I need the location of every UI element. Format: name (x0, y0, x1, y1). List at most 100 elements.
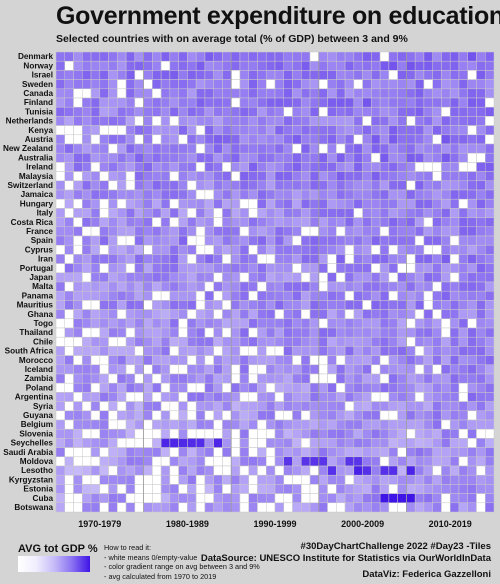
heatmap-cell (222, 466, 231, 475)
heatmap-cell (468, 199, 477, 208)
heatmap-cell (284, 264, 293, 273)
heatmap-cell (468, 273, 477, 282)
heatmap-cell (257, 245, 266, 254)
heatmap-cell (363, 503, 372, 512)
heatmap-cell (354, 273, 363, 282)
heatmap-cell (126, 383, 135, 392)
heatmap-cell (310, 236, 319, 245)
heatmap-cell (459, 172, 468, 181)
heatmap-cell (406, 383, 415, 392)
heatmap-cell (284, 448, 293, 457)
heatmap-cell (336, 438, 345, 447)
heatmap-cell (459, 144, 468, 153)
heatmap-cell (82, 52, 91, 61)
heatmap-cell (179, 162, 188, 171)
heatmap-cell (275, 264, 284, 273)
heatmap-cell (476, 116, 485, 125)
heatmap-cell (310, 98, 319, 107)
heatmap-cell (433, 218, 442, 227)
heatmap-cell (468, 89, 477, 98)
heatmap-cell (144, 273, 153, 282)
heatmap-cell (196, 420, 205, 429)
heatmap-cell (485, 392, 494, 401)
heatmap-cell (109, 227, 118, 236)
heatmap-cell (109, 61, 118, 70)
heatmap-cell (398, 181, 407, 190)
heatmap-cell (144, 365, 153, 374)
heatmap-cell (152, 116, 161, 125)
heatmap-cell (205, 107, 214, 116)
heatmap-cell (424, 466, 433, 475)
heatmap-cell (214, 52, 223, 61)
heatmap-cell (135, 411, 144, 420)
heatmap-cell (319, 181, 328, 190)
heatmap-cell (74, 438, 83, 447)
heatmap-cell (249, 337, 258, 346)
heatmap-cell (389, 236, 398, 245)
heatmap-cell (406, 503, 415, 512)
heatmap-cell (293, 503, 302, 512)
heatmap-cell (91, 438, 100, 447)
heatmap-cell (310, 181, 319, 190)
heatmap-cell (380, 218, 389, 227)
heatmap-cell (398, 61, 407, 70)
heatmap-cell (249, 107, 258, 116)
heatmap-cell (249, 218, 258, 227)
heatmap-cell (310, 328, 319, 337)
heatmap-cell (179, 383, 188, 392)
heatmap-cell (109, 107, 118, 116)
heatmap-cell (196, 80, 205, 89)
heatmap-cell (257, 190, 266, 199)
heatmap-cell (424, 245, 433, 254)
heatmap-cell (319, 494, 328, 503)
heatmap-cell (441, 264, 450, 273)
heatmap-cell (214, 227, 223, 236)
heatmap-cell (389, 337, 398, 346)
heatmap-cell (266, 429, 275, 438)
credit-hashtag: #30DayChartChallenge 2022 #Day23 -Tiles (301, 541, 491, 552)
heatmap-cell (257, 392, 266, 401)
heatmap-cell (284, 319, 293, 328)
heatmap-cell (179, 181, 188, 190)
heatmap-cell (284, 135, 293, 144)
heatmap-cell (406, 61, 415, 70)
heatmap-cell (450, 264, 459, 273)
heatmap-cell (117, 337, 126, 346)
heatmap-cell (363, 153, 372, 162)
heatmap-cell (284, 328, 293, 337)
heatmap-cell (441, 310, 450, 319)
heatmap-cell (293, 135, 302, 144)
heatmap-cell (179, 80, 188, 89)
heatmap-cell (293, 411, 302, 420)
heatmap-cell (266, 236, 275, 245)
heatmap-cell (380, 411, 389, 420)
heatmap-cell (82, 199, 91, 208)
heatmap-cell (249, 365, 258, 374)
heatmap-cell (406, 475, 415, 484)
heatmap-cell (363, 448, 372, 457)
heatmap-cell (161, 484, 170, 493)
heatmap-cell (319, 153, 328, 162)
heatmap-cell (257, 98, 266, 107)
heatmap-cell (441, 245, 450, 254)
heatmap-cell (389, 218, 398, 227)
heatmap-cell (109, 190, 118, 199)
heatmap-cell (91, 172, 100, 181)
heatmap-cell (56, 61, 65, 70)
heatmap-cell (152, 438, 161, 447)
heatmap-cell (231, 300, 240, 309)
heatmap-cell (380, 80, 389, 89)
heatmap-cell (441, 392, 450, 401)
heatmap-cell (336, 107, 345, 116)
heatmap-cell (222, 503, 231, 512)
heatmap-cell (100, 135, 109, 144)
heatmap-cell (363, 208, 372, 217)
heatmap-cell (91, 264, 100, 273)
heatmap-cell (485, 503, 494, 512)
heatmap-cell (319, 208, 328, 217)
heatmap-cell (266, 411, 275, 420)
heatmap-cell (328, 411, 337, 420)
heatmap-cell (406, 254, 415, 263)
heatmap-cell (187, 383, 196, 392)
heatmap-cell (354, 135, 363, 144)
